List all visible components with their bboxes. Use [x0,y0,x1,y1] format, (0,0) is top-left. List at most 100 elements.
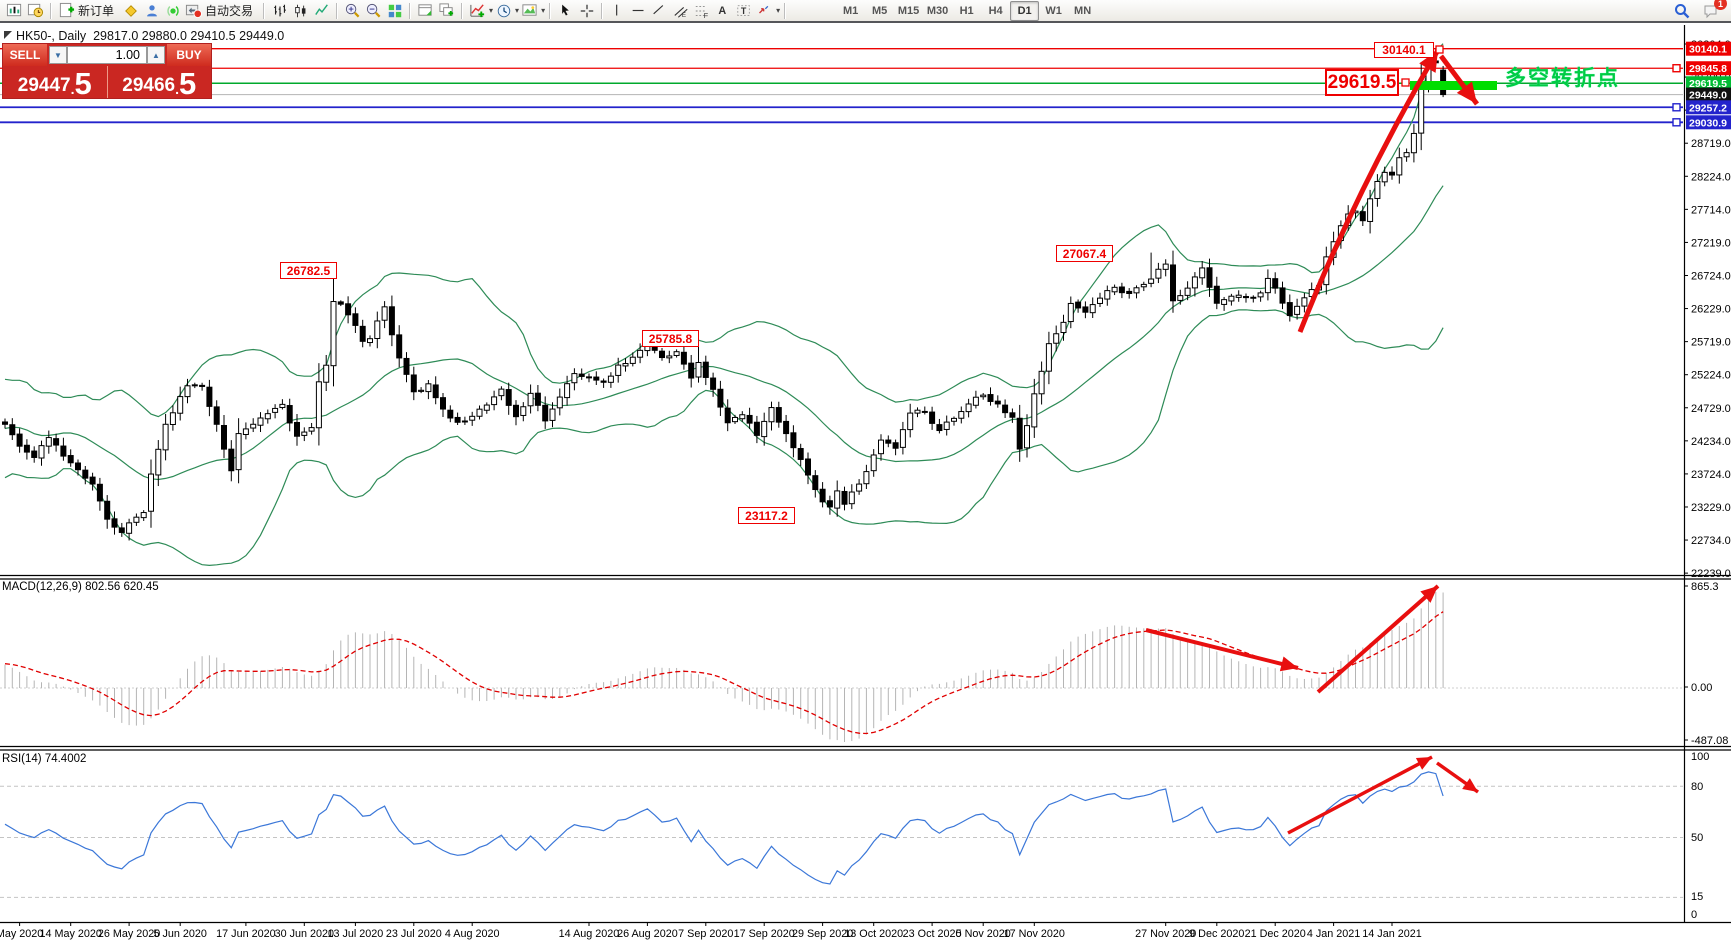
svg-text:0: 0 [1691,909,1697,921]
autotrading-label[interactable]: 自动交易 [205,4,254,18]
notification-badge: 1 [1714,0,1727,10]
line-chart-icon[interactable] [311,1,332,20]
dropdown-caret-icon[interactable]: ▾ [515,6,520,15]
candlestick-chart-icon[interactable] [290,1,311,20]
svg-text:28719.0: 28719.0 [1691,138,1731,150]
toolbar-separator [784,2,787,19]
autotrading-icon[interactable] [183,1,204,20]
svg-text:13 Oct 2020: 13 Oct 2020 [844,928,903,940]
svg-text:23724.0: 23724.0 [1691,469,1731,481]
toolbar-separator [336,2,339,19]
svg-text:24729.0: 24729.0 [1691,403,1731,415]
svg-text:865.3: 865.3 [1691,581,1719,593]
text-label-icon[interactable]: T [733,1,754,20]
svg-text:May 2020: May 2020 [0,928,43,940]
vertical-line-icon[interactable] [607,1,628,20]
one-click-trading-panel: SELL ▼ 1.00 ▲ BUY 29447. 5 29466. 5 [3,44,211,101]
dropdown-caret-icon[interactable]: ▾ [776,6,781,15]
timeframe-m1[interactable]: M1 [842,4,859,17]
svg-text:14 Jan 2021: 14 Jan 2021 [1362,928,1421,940]
sell-button[interactable]: SELL [3,44,47,66]
search-icon[interactable] [1671,1,1692,20]
dropdown-caret-icon[interactable]: ▾ [541,6,546,15]
text-icon[interactable]: A [712,1,733,20]
cursor-icon[interactable] [555,1,576,20]
volume-decrease-icon[interactable]: ▼ [49,46,67,64]
arrange-windows-icon[interactable] [415,1,436,20]
svg-text:21 Dec 2020: 21 Dec 2020 [1245,928,1306,940]
volume-input[interactable]: 1.00 [67,46,147,64]
profiles-icon[interactable] [25,1,46,20]
horizontal-line-icon[interactable] [628,1,649,20]
svg-text:25719.0: 25719.0 [1691,337,1731,349]
chart-drawings[interactable] [1145,45,1497,835]
svg-text:17 Sep 2020: 17 Sep 2020 [734,928,795,940]
svg-text:29845.8: 29845.8 [1689,63,1727,75]
turning-point-annotation[interactable]: 多空转折点 [1505,67,1620,90]
expert-advisors-icon[interactable] [120,1,141,20]
bar-chart-icon[interactable] [269,1,290,20]
svg-text:5 Nov 2020: 5 Nov 2020 [956,928,1011,940]
turning-point-zone[interactable] [1410,81,1497,90]
arrows-icon[interactable] [754,1,775,20]
new-chart-icon[interactable] [4,1,25,20]
timeframe-m5[interactable]: M5 [871,4,888,17]
svg-text:26724.0: 26724.0 [1691,270,1731,282]
timeframe-w1[interactable]: W1 [1045,4,1062,17]
periods-icon[interactable] [493,1,514,20]
cascade-windows-icon[interactable] [436,1,457,20]
buy-button[interactable]: BUY [167,44,211,66]
trendline-icon[interactable] [649,1,670,20]
new-order-label[interactable]: 新订单 [78,4,115,18]
svg-text:A: A [718,5,726,17]
equidistant-channel-icon[interactable]: E [670,1,691,20]
one-click-collapse-icon[interactable] [4,31,12,39]
indicators-icon[interactable] [467,1,488,20]
svg-text:29449.0: 29449.0 [1689,90,1727,102]
svg-text:14 Aug 2020: 14 Aug 2020 [559,928,620,940]
bollinger-bands [4,43,1444,567]
market-icon[interactable] [141,1,162,20]
timeframe-m15[interactable]: M15 [897,4,920,17]
zoom-out-icon[interactable] [363,1,384,20]
signals-icon[interactable] [162,1,183,20]
svg-text:25224.0: 25224.0 [1691,370,1731,382]
svg-text:-487.08: -487.08 [1691,735,1728,747]
toolbar-separator [263,2,266,19]
svg-text:26229.0: 26229.0 [1691,304,1731,316]
svg-text:27 Nov 2020: 27 Nov 2020 [1135,928,1196,940]
new-order-icon[interactable] [56,1,77,20]
price-annotation-label[interactable]: 30140.1 [1374,42,1434,58]
price-annotation-label[interactable]: 26782.5 [280,262,337,279]
crosshair-icon[interactable] [576,1,597,20]
zoom-in-icon[interactable] [342,1,363,20]
timeframe-h4[interactable]: H4 [988,4,1003,17]
price-annotation-label[interactable]: 23117.2 [738,507,795,524]
chart-title: HK50-, Daily 29817.0 29880.0 29410.5 294… [16,29,285,43]
ask-price[interactable]: 29466. 5 [122,66,197,101]
bid-price[interactable]: 29447. 5 [3,66,108,99]
toolbar-separator [50,2,52,19]
horizontal-level-lines[interactable] [0,48,1683,127]
templates-icon[interactable] [519,1,540,20]
svg-text:13 Jul 2020: 13 Jul 2020 [327,928,383,940]
svg-text:0.00: 0.00 [1691,682,1712,694]
timeframe-h1[interactable]: H1 [959,4,974,17]
svg-text:27219.0: 27219.0 [1691,237,1731,249]
volume-increase-icon[interactable]: ▲ [147,46,165,64]
price-annotation-label[interactable]: 25785.8 [642,330,699,347]
price-annotation-label[interactable]: 27067.4 [1056,245,1113,262]
timeframe-mn[interactable]: MN [1074,4,1092,17]
notifications-icon[interactable]: 1 [1700,0,1727,20]
fibonacci-icon[interactable]: F [691,1,712,20]
timeframe-d1[interactable]: D1 [1010,0,1040,21]
toolbar-right: 1 [1667,0,1727,20]
tile-windows-icon[interactable] [384,1,405,20]
svg-text:100: 100 [1691,751,1709,763]
svg-text:29 Sep 2020: 29 Sep 2020 [792,928,853,940]
dropdown-caret-icon[interactable]: ▾ [489,6,494,15]
price-annotation-label[interactable]: 29619.5 [1325,69,1399,96]
timeframe-m30[interactable]: M30 [926,4,949,17]
